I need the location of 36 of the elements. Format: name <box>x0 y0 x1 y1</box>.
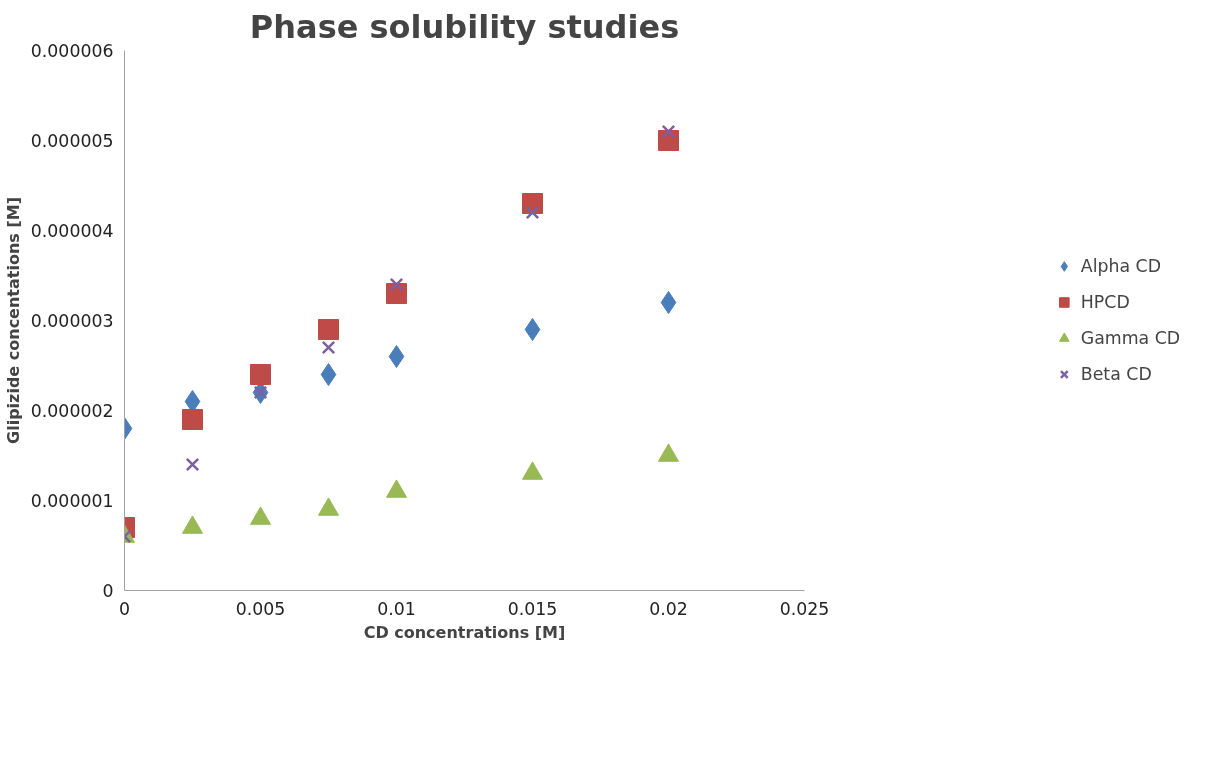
y-tick-label: 0.000003 <box>30 311 114 331</box>
x-tick-label: 0.015 <box>507 598 558 619</box>
point <box>253 385 268 400</box>
y-tick-label: 0.000004 <box>30 221 114 241</box>
point <box>661 124 676 139</box>
y-tick-label: 0.000001 <box>30 491 114 511</box>
legend-label: HPCD <box>1080 292 1130 312</box>
x-tick-label: 0.01 <box>377 598 416 619</box>
y-tick-label: 0.000006 <box>30 41 114 61</box>
point <box>525 205 540 220</box>
y-tick-label: 0.000002 <box>30 401 114 421</box>
point <box>320 363 337 386</box>
x-tick-label: 0.02 <box>649 598 688 619</box>
point <box>182 409 203 430</box>
y-tick-label: 0.000005 <box>30 131 114 151</box>
x-tick-label: 0.005 <box>235 598 286 619</box>
x-axis-title: CD concentrations [M] <box>363 622 566 642</box>
point <box>386 283 407 304</box>
point <box>660 291 677 314</box>
chart-title: Phase solubility studies <box>249 7 680 46</box>
point <box>318 319 339 340</box>
point <box>389 277 404 292</box>
point <box>524 318 541 341</box>
point <box>522 193 543 214</box>
point <box>388 345 405 368</box>
point <box>250 364 271 385</box>
x-tick-label: 0 <box>118 598 131 619</box>
x-tick-label: 0.025 <box>779 598 830 619</box>
legend-label: Gamma CD <box>1080 328 1181 348</box>
y-axis-title: Glipizide concentations [M] <box>3 197 23 444</box>
point <box>185 457 200 472</box>
point <box>658 130 679 151</box>
y-tick-label: 0 <box>102 581 114 601</box>
point <box>321 340 336 355</box>
legend-label: Beta CD <box>1080 364 1152 384</box>
legend-label: Alpha CD <box>1080 256 1162 276</box>
